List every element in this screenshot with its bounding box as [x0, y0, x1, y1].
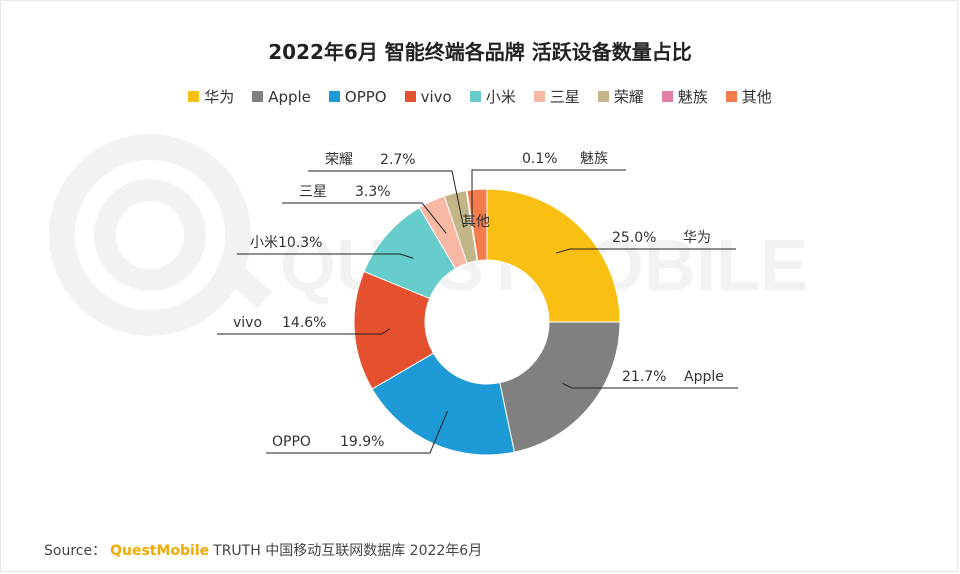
leader-line [282, 202, 447, 234]
legend-swatch [725, 91, 737, 102]
slice-value-label: 2.7% [380, 152, 416, 168]
donut-slice [486, 188, 621, 323]
leader-line [237, 253, 414, 259]
legend-label: 魅族 [677, 88, 708, 106]
leader-line [266, 410, 448, 454]
legend-swatch [188, 91, 200, 102]
legend-label: 三星 [549, 88, 580, 106]
legend: 华为 Apple OPPO vivo 小米 三星 荣耀 魅族 其他 [0, 86, 960, 107]
leader-line [217, 328, 391, 335]
leader-lines [217, 169, 738, 454]
legend-item: 三星 [533, 86, 580, 107]
legend-item: 荣耀 [597, 86, 644, 107]
slice-value-label: 25.0% [612, 230, 656, 246]
slice-name-label: OPPO [272, 434, 311, 450]
legend-label: 小米 [485, 88, 516, 106]
slices-group [353, 188, 621, 456]
source-rest: TRUTH 中国移动互联网数据库 2022年6月 [213, 543, 483, 559]
legend-item: 小米 [469, 86, 516, 107]
legend-swatch [328, 91, 340, 102]
legend-label: 荣耀 [613, 88, 644, 106]
slice-value-label: 0.1% [522, 151, 558, 167]
slice-value-label: 19.9% [340, 434, 384, 450]
source-prefix: Source： [44, 543, 107, 559]
slice-name-label: 三星 [299, 184, 327, 200]
legend-label: 华为 [204, 88, 235, 106]
leader-line [562, 382, 738, 389]
legend-item: vivo [404, 86, 452, 107]
slice-value-label: 10.3% [278, 235, 322, 251]
legend-label: 其他 [741, 88, 772, 106]
slice-name-label: 其他 [462, 214, 490, 230]
slice-name-label: 小米 [250, 235, 278, 251]
slice-value-label: 14.6% [282, 315, 326, 331]
slice-name-label: Apple [684, 369, 724, 385]
source-brand: QuestMobile [110, 543, 210, 559]
donut-slice [499, 321, 621, 453]
slice-name-label: 华为 [683, 230, 711, 246]
legend-label: Apple [268, 87, 311, 106]
legend-label: OPPO [344, 87, 387, 106]
legend-label: vivo [420, 87, 452, 106]
source-line: Source： QuestMobile TRUTH 中国移动互联网数据库 202… [44, 540, 482, 560]
legend-swatch [404, 91, 416, 102]
slice-value-label: 3.3% [355, 184, 391, 200]
legend-item: 魅族 [661, 86, 708, 107]
legend-item: Apple [252, 86, 311, 107]
slice-value-label: 21.7% [622, 369, 666, 385]
legend-item: 其他 [725, 86, 772, 107]
legend-swatch [533, 91, 545, 102]
legend-item: 华为 [188, 86, 234, 107]
leader-line [555, 248, 736, 254]
chart-title: 2022年6月 智能终端各品牌 活跃设备数量占比 [268, 40, 692, 64]
legend-swatch [597, 91, 609, 102]
slice-name-label: 魅族 [580, 151, 608, 167]
legend-swatch [469, 91, 481, 102]
donut-slice [371, 352, 515, 456]
slice-name-label: vivo [233, 315, 262, 331]
slice-name-label: 荣耀 [325, 152, 353, 168]
legend-swatch [252, 91, 264, 102]
legend-swatch [661, 91, 673, 102]
legend-item: OPPO [328, 86, 387, 107]
leader-line [308, 170, 465, 228]
slice-labels: 25.0% 华为 21.7% Apple 19.9% OPPO 14.6% vivo 10.3%… [233, 151, 724, 450]
leader-line [471, 169, 626, 226]
